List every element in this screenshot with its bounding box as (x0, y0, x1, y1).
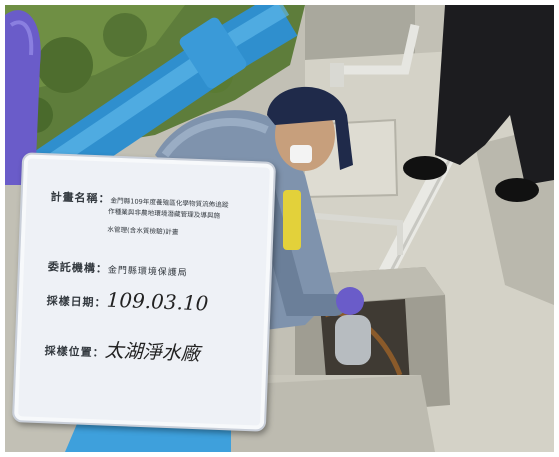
standing-person-legs (403, 5, 554, 202)
agency-label: 委託機構： (47, 260, 109, 276)
date-value: 109.03.10 (106, 287, 209, 316)
location-row: 採樣位置：太湖淨水廠 (44, 333, 257, 368)
date-row: 採樣日期：109.03.10 (46, 285, 259, 317)
worker-cap (267, 86, 353, 170)
agency-row: 委託機構：金門縣環境保護局 (48, 255, 261, 282)
sample-bottle (335, 315, 371, 365)
date-label: 採樣日期： (46, 294, 107, 310)
worker-glove (336, 287, 364, 315)
location-label: 採樣位置： (44, 344, 105, 360)
plan-line3: 水管理(含水質檢驗)計畫 (107, 225, 179, 237)
left-glove (5, 10, 41, 185)
meter-device (283, 190, 301, 250)
location-value: 太湖淨水廠 (104, 339, 201, 366)
sample-info-board: 計畫名稱：金門縣109年度養殖區化學物質流佈追蹤 作種業與非農地環境潛藏管理及導… (11, 152, 277, 432)
plan-label: 計畫名稱： (50, 190, 111, 206)
field-sampling-photo: 計畫名稱：金門縣109年度養殖區化學物質流佈追蹤 作種業與非農地環境潛藏管理及導… (5, 5, 554, 452)
agency-value: 金門縣環境保護局 (107, 265, 188, 279)
